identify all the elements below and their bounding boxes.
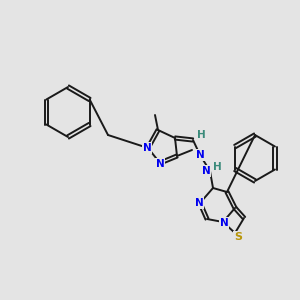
Text: N: N	[202, 166, 210, 176]
Text: N: N	[196, 150, 204, 160]
Text: N: N	[156, 159, 164, 169]
Text: N: N	[220, 218, 228, 228]
Text: S: S	[234, 232, 242, 242]
Text: N: N	[195, 198, 203, 208]
Text: H: H	[213, 162, 221, 172]
Text: N: N	[142, 143, 152, 153]
Text: H: H	[196, 130, 206, 140]
